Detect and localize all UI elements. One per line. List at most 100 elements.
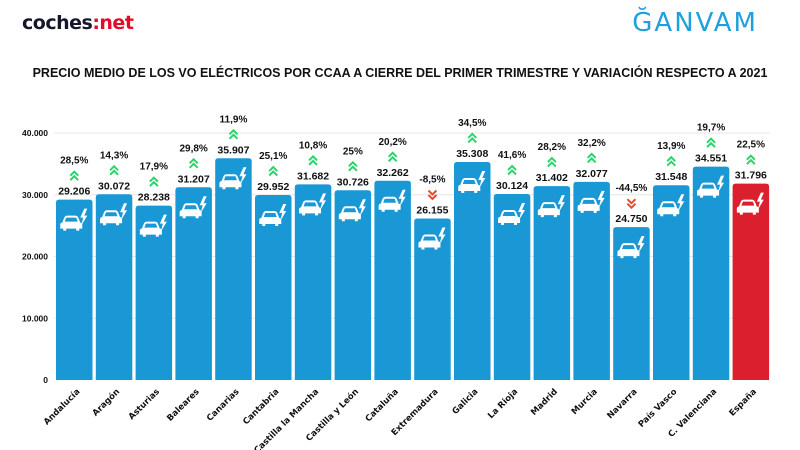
value-label: 24.750 <box>615 213 647 225</box>
variation-label: 29,8% <box>179 143 207 154</box>
lightning-bolt <box>677 194 685 212</box>
value-label: 35.907 <box>217 144 249 156</box>
chevron <box>348 160 358 167</box>
car-body <box>378 196 401 212</box>
electric-car-icon <box>498 202 526 225</box>
car-body <box>60 215 83 231</box>
double-chevron-up-icon <box>228 128 239 140</box>
chevron <box>109 169 119 176</box>
value-label: 28.238 <box>138 192 170 204</box>
chevron <box>706 141 716 148</box>
category-label: Navarra <box>605 387 639 421</box>
bar <box>175 187 212 380</box>
lightning-bolt <box>80 208 88 226</box>
bar <box>56 199 93 380</box>
chevron <box>268 165 278 172</box>
double-chevron-up-icon <box>507 164 517 176</box>
double-chevron-down-icon <box>427 189 438 201</box>
lightning-bolt <box>398 189 406 207</box>
car-body <box>179 203 202 219</box>
chevron <box>109 164 119 172</box>
variation-label: 28,5% <box>60 156 88 167</box>
value-label: 35.308 <box>456 148 488 160</box>
value-label: 29.952 <box>257 181 289 193</box>
double-chevron-up-icon <box>706 137 716 148</box>
chevron <box>387 151 398 158</box>
chevron <box>149 180 159 187</box>
electric-car-icon <box>338 199 366 222</box>
variation-label: 28,2% <box>538 142 566 153</box>
value-label: 30.124 <box>496 180 528 192</box>
electric-car-icon <box>100 203 128 226</box>
category-label: La Rioja <box>486 387 520 421</box>
variation-label: 20,2% <box>378 137 406 148</box>
variation-label: 14,3% <box>100 150 128 161</box>
chart-title: PRECIO MEDIO DE LOS VO ELÉCTRICOS POR CC… <box>32 66 768 80</box>
chevron <box>69 170 79 177</box>
double-chevron-up-icon <box>149 176 159 187</box>
variation-label: 19,7% <box>697 123 725 134</box>
lightning-bolt <box>319 193 327 211</box>
y-tick-label: 40.000 <box>22 128 48 138</box>
value-label: 29.206 <box>58 186 90 198</box>
bar <box>493 193 531 380</box>
variation-label: 17,9% <box>140 162 168 173</box>
electric-car-icon <box>60 208 88 231</box>
value-label: 30.072 <box>98 180 130 192</box>
chevron <box>228 128 239 135</box>
variation-label: 34,5% <box>458 118 486 129</box>
double-chevron-up-icon <box>387 151 398 162</box>
electric-car-icon <box>458 170 486 193</box>
value-label: 31.682 <box>297 170 329 182</box>
chevron <box>427 194 438 201</box>
car-body <box>657 201 680 217</box>
electric-car-icon <box>299 193 327 216</box>
car-body <box>219 174 242 190</box>
lightning-bolt <box>199 196 207 214</box>
electric-car-icon <box>219 167 247 190</box>
electric-car-icon <box>537 195 565 218</box>
chevron <box>467 137 477 144</box>
lightning-bolt <box>358 199 366 217</box>
bar <box>334 190 372 380</box>
chevron <box>149 176 159 183</box>
lightning-bolt <box>239 167 247 185</box>
chevron <box>746 154 756 161</box>
car-body <box>736 199 759 215</box>
chevron <box>746 158 756 165</box>
chevron <box>547 161 557 168</box>
chevron <box>188 157 199 165</box>
electric-car-icon <box>736 192 764 215</box>
lightning-bolt <box>557 195 565 213</box>
value-label: 31.207 <box>178 173 210 185</box>
chevron <box>308 154 318 162</box>
lightning-bolt <box>478 170 486 188</box>
car-body <box>498 209 521 225</box>
electric-car-icon <box>418 227 446 250</box>
variation-label: 41,6% <box>498 150 526 161</box>
logo-main-text: coches <box>22 12 93 34</box>
electric-car-icon <box>179 196 207 219</box>
electric-car-icon <box>657 194 685 217</box>
category-label: Galicia <box>451 387 481 417</box>
car-body <box>338 206 361 222</box>
car-body <box>617 243 640 259</box>
car-body <box>537 202 560 218</box>
lightning-bolt <box>637 236 645 254</box>
chevron <box>188 162 199 169</box>
chevron <box>666 155 676 162</box>
electric-car-icon <box>139 214 167 237</box>
chevron <box>586 152 597 159</box>
car-body <box>418 234 441 250</box>
chevron <box>706 137 716 144</box>
chevron <box>626 202 637 210</box>
electric-car-icon <box>697 175 725 198</box>
logo-accent-text: :net <box>92 12 134 34</box>
category-label: Cantabria <box>241 387 281 427</box>
car-body <box>697 182 720 198</box>
electric-car-icon <box>259 204 287 227</box>
category-label: Murcia <box>570 387 600 417</box>
double-chevron-up-icon <box>666 155 676 167</box>
bar <box>294 184 332 380</box>
variation-label: 10,8% <box>299 140 327 151</box>
